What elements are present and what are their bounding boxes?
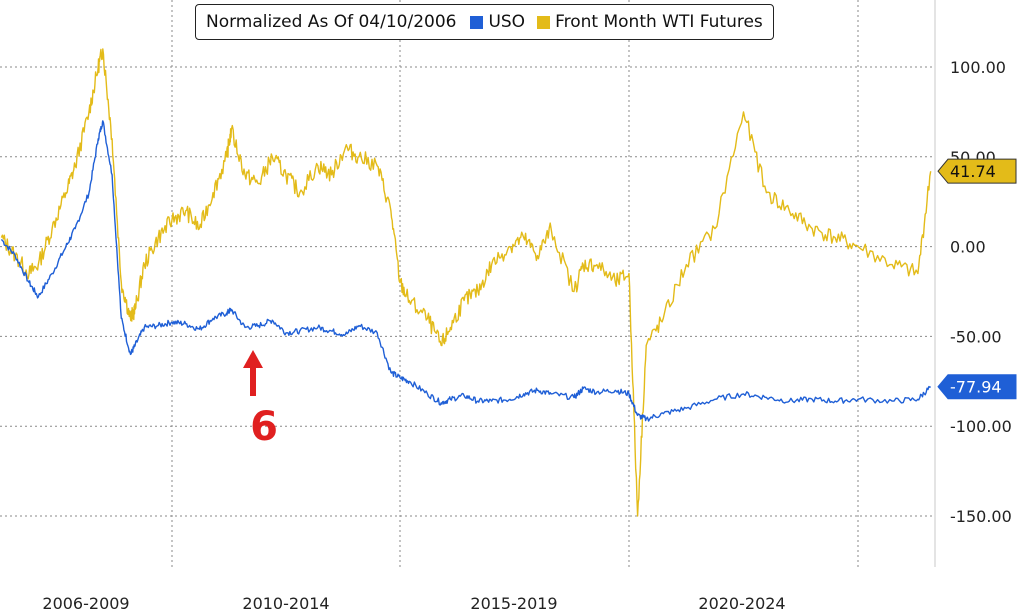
legend-item-uso: USO xyxy=(470,12,525,32)
y-tick-label: -150.00 xyxy=(950,507,1012,526)
legend: Normalized As Of 04/10/2006 USO Front Mo… xyxy=(195,4,774,40)
x-period-label: 2015-2019 xyxy=(470,594,557,613)
legend-label-wti: Front Month WTI Futures xyxy=(555,12,763,32)
annotation: 6 xyxy=(243,350,278,450)
last-value-tags: -77.94 41.74 xyxy=(937,158,1017,400)
annotation-label: 6 xyxy=(250,404,278,450)
series-line-uso xyxy=(0,120,932,422)
tag-shape xyxy=(937,374,1017,400)
legend-swatch-wti xyxy=(537,15,551,29)
x-period-label: 2020-2024 xyxy=(698,594,785,613)
series-lines xyxy=(0,48,932,517)
x-period-label: 2010-2014 xyxy=(242,594,329,613)
x-period-label: 2006-2009 xyxy=(42,594,129,613)
grid-lines xyxy=(0,0,936,567)
y-tick-label: -100.00 xyxy=(950,417,1012,436)
last-value-tag-wti: 41.74 xyxy=(937,158,1017,184)
last-value-tag-uso: -77.94 xyxy=(937,374,1017,400)
series-line-wti xyxy=(0,48,932,517)
y-tick-label: 0.00 xyxy=(950,238,986,257)
y-tick-label: -50.00 xyxy=(950,327,1002,346)
legend-swatch-uso xyxy=(470,15,484,29)
tag-value: 41.74 xyxy=(950,162,996,181)
y-tick-label: 100.00 xyxy=(950,58,1006,77)
chart-title: Normalized As Of 04/10/2006 xyxy=(206,12,457,32)
tag-value: -77.94 xyxy=(950,378,1002,397)
tag-shape xyxy=(937,158,1017,184)
legend-label-uso: USO xyxy=(488,12,526,32)
x-axis-period-labels: 2006-2009 2010-2014 2015-2019 2020-2024 xyxy=(42,594,785,613)
annotation-arrow-head xyxy=(243,350,263,368)
legend-item-wti: Front Month WTI Futures xyxy=(537,12,763,32)
